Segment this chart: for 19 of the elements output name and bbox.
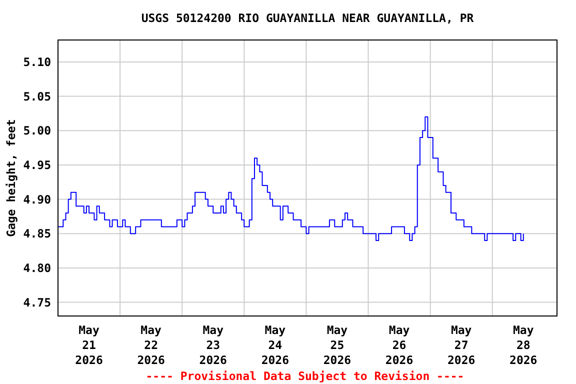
y-tick-label: 4.95 [23,158,52,172]
y-tick-label: 5.00 [23,124,52,138]
y-tick-label: 5.05 [23,89,52,104]
chart-title: USGS 50124200 RIO GUAYANILLA NEAR GUAYANILLA, PR [141,11,474,25]
x-tick-label: May 24 2026 [261,323,290,367]
x-tick-label: May 21 2026 [75,323,103,367]
x-tick-label: May 27 2026 [447,323,476,367]
y-tick-label: 4.90 [23,192,52,206]
y-axis-title: Gage height, feet [4,119,18,237]
text: ---- Provisional Data Subject to Revision ---- [146,369,464,383]
x-tick-label: May 22 2026 [137,323,165,367]
y-tick-label: 4.75 [23,295,52,310]
x-tick-label: May 26 2026 [385,323,414,367]
x-tick-label: May 25 2026 [323,323,352,367]
y-tick-label: 4.85 [23,226,52,241]
y-tick-label: 5.10 [23,54,52,69]
x-tick-label: May 23 2026 [199,323,228,367]
y-tick-label: 4.80 [23,260,52,275]
x-tick-label: May 28 2026 [510,323,538,367]
